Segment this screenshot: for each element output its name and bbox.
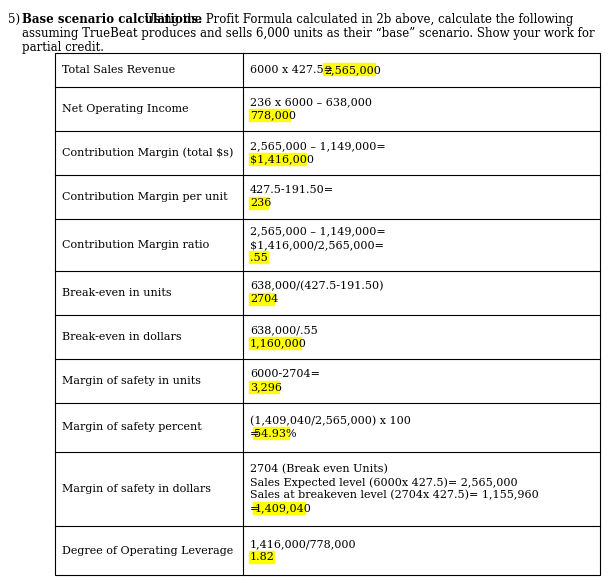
Text: .55: .55 [250, 253, 268, 263]
Text: 2,565,000: 2,565,000 [324, 65, 381, 75]
Bar [249, 153, 306, 164]
Text: Degree of Operating Leverage: Degree of Operating Leverage [62, 546, 234, 556]
Text: 6000 x 427.5=: 6000 x 427.5= [250, 65, 337, 75]
Bar [253, 427, 289, 439]
Text: Using the Profit Formula calculated in 2b above, calculate the following: Using the Profit Formula calculated in 2… [137, 13, 573, 26]
Text: Margin of safety percent: Margin of safety percent [62, 422, 202, 432]
Text: Break-even in units: Break-even in units [62, 288, 172, 298]
Text: 3,296: 3,296 [250, 382, 282, 392]
Text: assuming TrueBeat produces and sells 6,000 units as their “base” scenario. Show : assuming TrueBeat produces and sells 6,0… [22, 27, 595, 40]
Bar [249, 293, 274, 305]
Text: Base scenario calculations:: Base scenario calculations: [22, 13, 202, 26]
Text: 2,565,000 – 1,149,000=: 2,565,000 – 1,149,000= [250, 141, 386, 151]
Text: =: = [250, 504, 259, 514]
Text: Contribution Margin (total $s): Contribution Margin (total $s) [62, 147, 234, 158]
Text: Margin of safety in units: Margin of safety in units [62, 375, 201, 386]
Text: Sales at breakeven level (2704x 427.5)= 1,155,960: Sales at breakeven level (2704x 427.5)= … [250, 490, 539, 501]
Text: Break-even in dollars: Break-even in dollars [62, 332, 181, 342]
Bar [249, 550, 274, 563]
Text: 54.93%: 54.93% [254, 429, 297, 439]
Text: 638,000/(427.5-191.50): 638,000/(427.5-191.50) [250, 281, 384, 292]
Text: $1,416,000/2,565,000=: $1,416,000/2,565,000= [250, 240, 384, 250]
Text: 1,416,000/778,000: 1,416,000/778,000 [250, 539, 357, 549]
Bar [253, 502, 305, 514]
Text: 236 x 6000 – 638,000: 236 x 6000 – 638,000 [250, 97, 372, 107]
Text: 6000-2704=: 6000-2704= [250, 369, 320, 379]
Text: 2704 (Break even Units): 2704 (Break even Units) [250, 464, 388, 474]
Bar [323, 64, 375, 75]
Text: Contribution Margin per unit: Contribution Margin per unit [62, 192, 227, 202]
Text: Net Operating Income: Net Operating Income [62, 104, 189, 114]
Text: partial credit.: partial credit. [22, 41, 104, 54]
Bar [249, 109, 290, 121]
Text: 427.5-191.50=: 427.5-191.50= [250, 185, 334, 195]
Text: 1,409,040: 1,409,040 [254, 504, 311, 514]
Text: 2,565,000 – 1,149,000=: 2,565,000 – 1,149,000= [250, 227, 386, 237]
Bar [249, 381, 280, 393]
Text: 2704: 2704 [250, 294, 278, 304]
Text: 778,000: 778,000 [250, 110, 296, 120]
Text: =: = [250, 429, 259, 439]
Bar [55, 53, 600, 575]
Text: 5): 5) [8, 13, 20, 26]
Text: $1,416,000: $1,416,000 [250, 154, 314, 164]
Text: (1,409,040/2,565,000) x 100: (1,409,040/2,565,000) x 100 [250, 416, 411, 426]
Bar [249, 251, 268, 264]
Text: 1,160,000: 1,160,000 [250, 338, 307, 349]
Text: Sales Expected level (6000x 427.5)= 2,565,000: Sales Expected level (6000x 427.5)= 2,56… [250, 477, 517, 487]
Text: Total Sales Revenue: Total Sales Revenue [62, 65, 175, 75]
Text: Contribution Margin ratio: Contribution Margin ratio [62, 240, 209, 250]
Text: 638,000/.55: 638,000/.55 [250, 325, 318, 335]
Text: 1.82: 1.82 [250, 552, 275, 562]
Text: Margin of safety in dollars: Margin of safety in dollars [62, 484, 211, 494]
Bar [249, 337, 301, 349]
Bar [249, 196, 268, 209]
Text: 236: 236 [250, 198, 272, 208]
